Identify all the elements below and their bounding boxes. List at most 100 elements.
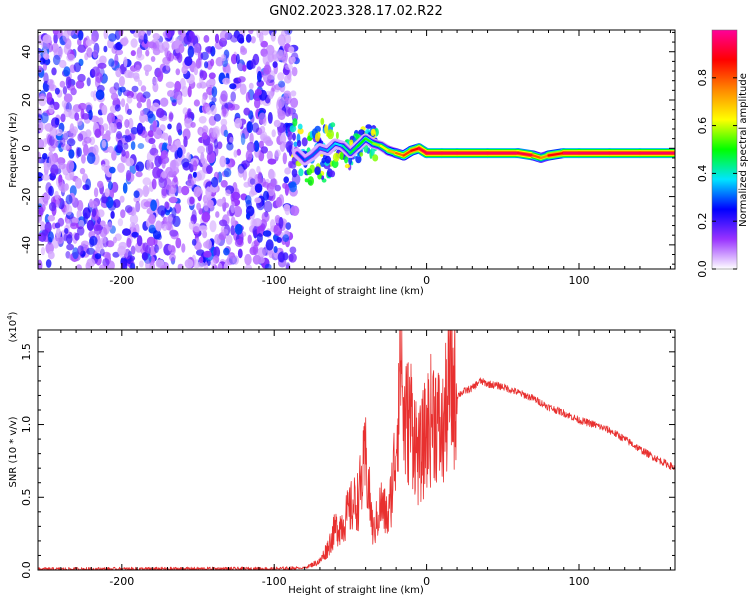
x-tick-label: -200 [109, 575, 134, 588]
noise-blob [230, 201, 236, 214]
noise-blob [97, 180, 104, 189]
noise-blob [254, 197, 262, 204]
noise-region [38, 30, 301, 269]
noise-blob [277, 72, 285, 81]
noise-blob [77, 44, 86, 53]
noise-blob [199, 256, 204, 264]
noise-blob [290, 97, 299, 109]
noise-blob [107, 146, 114, 153]
noise-blob [157, 70, 164, 81]
transition-blob [370, 128, 376, 136]
noise-blob [60, 113, 66, 123]
noise-blob [118, 30, 124, 37]
colorbar-tick-label: 0.2 [696, 212, 709, 230]
transition-blob [314, 166, 321, 176]
transition-blob [327, 129, 334, 140]
noise-blob [157, 205, 167, 216]
noise-blob [150, 56, 156, 62]
noise-blob [112, 251, 120, 258]
noise-blob [129, 214, 139, 225]
colorbar-tick-label: 0.8 [696, 69, 709, 87]
x-tick-label: -200 [109, 274, 134, 287]
noise-blob [126, 95, 133, 104]
noise-blob [158, 176, 168, 189]
noise-blob [148, 214, 156, 224]
track-segment [303, 154, 314, 162]
noise-blob [284, 183, 289, 196]
noise-blob [201, 132, 208, 140]
transition-blob [320, 117, 325, 125]
noise-blob [38, 214, 43, 224]
noise-blob [267, 158, 277, 165]
noise-blob [113, 43, 123, 51]
noise-blob [117, 218, 124, 227]
track-segment [372, 142, 382, 147]
noise-blob [284, 33, 292, 45]
y-tick-label: 40 [20, 45, 33, 59]
noise-blob [229, 136, 234, 144]
noise-blob [223, 262, 228, 269]
noise-blob [142, 177, 151, 186]
noise-blob [234, 223, 243, 235]
noise-blob [114, 104, 121, 112]
noise-blob [210, 58, 215, 67]
noise-blob [181, 65, 188, 75]
noise-blob [42, 48, 48, 59]
noise-blob [118, 76, 125, 87]
noise-blob [212, 125, 221, 138]
noise-blob [213, 246, 221, 258]
noise-blob [59, 80, 66, 88]
noise-blob [125, 157, 135, 167]
noise-blob [81, 154, 86, 164]
noise-blob [181, 185, 190, 196]
noise-blob [76, 147, 82, 158]
noise-blob [49, 135, 55, 146]
noise-blob [98, 117, 104, 126]
noise-blob [121, 260, 128, 269]
noise-blob [52, 101, 60, 110]
noise-blob [265, 139, 274, 147]
noise-blob [175, 68, 181, 76]
noise-blob [245, 264, 252, 269]
noise-blob [121, 149, 126, 157]
noise-blob [122, 228, 131, 236]
track-segment [532, 154, 543, 159]
noise-blob [253, 218, 262, 227]
noise-blob [195, 58, 202, 69]
noise-blob [161, 223, 168, 231]
noise-blob [138, 79, 143, 87]
noise-blob [217, 141, 223, 150]
snr-y-label: SNR (10 * v/v) [8, 416, 19, 487]
noise-blob [148, 137, 156, 145]
noise-blob [130, 38, 138, 48]
noise-blob [278, 80, 286, 88]
noise-blob [220, 180, 228, 188]
noise-blob [268, 182, 276, 190]
noise-blob [242, 64, 247, 72]
noise-blob [258, 112, 267, 125]
noise-blob [42, 34, 52, 44]
noise-blob [128, 117, 134, 130]
noise-blob [230, 225, 235, 236]
noise-blob [139, 260, 144, 268]
colorbar-tick-label: 0.6 [696, 117, 709, 135]
noise-blob [103, 45, 108, 53]
noise-blob [62, 86, 68, 95]
noise-blob [135, 161, 145, 172]
noise-blob [252, 122, 260, 133]
noise-blob [38, 47, 42, 54]
noise-blob [49, 126, 57, 138]
noise-blob [108, 33, 117, 42]
y-tick-label: -20 [20, 188, 33, 206]
y-tick-label: 20 [20, 93, 33, 107]
colorbar-fill [712, 30, 737, 269]
noise-blob [223, 247, 230, 256]
noise-blob [108, 188, 115, 200]
noise-blob [254, 88, 262, 96]
noise-blob [55, 128, 63, 137]
noise-blob [95, 72, 103, 84]
colorbar-tick-label: 0.0 [696, 260, 709, 278]
noise-blob [135, 53, 145, 61]
noise-blob [83, 136, 92, 144]
noise-blob [168, 196, 178, 204]
